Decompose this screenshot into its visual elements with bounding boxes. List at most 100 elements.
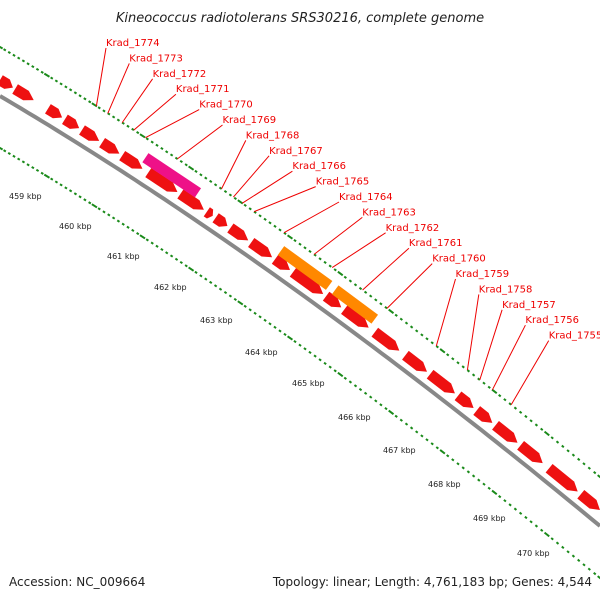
tick-mark [21, 59, 26, 63]
tick-mark [308, 350, 312, 354]
gene-leader-line [107, 63, 130, 114]
tick-mark [184, 264, 188, 268]
gene-leader-line [466, 294, 480, 371]
gene-label: Krad_1755 [549, 331, 600, 342]
gene-label: Krad_1757 [502, 300, 556, 311]
tick-mark [194, 169, 198, 173]
tick-mark [582, 563, 586, 567]
tick-mark [68, 189, 73, 193]
tick-mark [318, 358, 322, 362]
tick-mark [524, 515, 528, 520]
tick-mark [139, 133, 146, 139]
tick-mark [160, 247, 164, 252]
tick-mark [337, 371, 344, 378]
kbp-label: 468 kbp [428, 480, 461, 489]
tick-mark [435, 446, 439, 450]
tick-mark [7, 151, 11, 156]
tick-mark [111, 216, 116, 220]
tick-mark [237, 300, 244, 306]
tick-mark [343, 376, 347, 380]
gene-leader-line [121, 78, 154, 123]
tick-mark [31, 166, 35, 170]
tick-mark [50, 76, 54, 80]
tick-mark [278, 329, 282, 333]
tick-mark [165, 150, 169, 154]
tick-mark [328, 365, 332, 369]
gene-arrow [341, 305, 369, 328]
tick-mark [88, 201, 92, 205]
tick-mark [155, 143, 159, 147]
tick-mark [165, 251, 169, 255]
tick-mark [425, 337, 429, 341]
tick-mark [136, 232, 140, 236]
tick-mark [131, 127, 135, 131]
tick-mark [188, 266, 195, 272]
tick-mark [199, 274, 203, 278]
tick-mark [555, 440, 560, 444]
tick-mark [136, 131, 140, 135]
gene-arrow [119, 150, 143, 169]
tick-mark [524, 414, 528, 419]
tick-mark [451, 458, 455, 462]
tick-mark [503, 398, 507, 402]
gene-label: Krad_1761 [409, 238, 463, 249]
tick-mark [228, 193, 233, 197]
tick-mark [35, 67, 40, 71]
tick-mark [461, 365, 465, 369]
tick-mark [593, 471, 597, 475]
tick-mark [3, 149, 7, 153]
tick-mark [174, 257, 179, 261]
gene-label-group: Krad_1774 Krad_1773 Krad_1772 Krad_1771 Krad… [95, 38, 600, 406]
tick-mark [268, 322, 272, 326]
tick-mark [179, 159, 183, 164]
gene-arrow [45, 104, 63, 119]
tick-mark [248, 308, 252, 312]
gene-leader-line [510, 340, 550, 406]
kbp-label: 464 kbp [245, 348, 278, 357]
tick-mark [50, 177, 54, 181]
map-title: Kineococcus radiotolerans SRS30216, comp… [116, 11, 484, 26]
gene-arrow [289, 267, 324, 295]
tick-mark [126, 225, 130, 229]
tick-mark [353, 384, 358, 388]
tick-mark [597, 575, 600, 581]
gene-label: Krad_1760 [432, 254, 486, 265]
kbp-scale: 459 kbp 460 kbp 461 kbp 462 kbp 463 kbp 464 k… [9, 192, 550, 558]
tick-mark [508, 503, 512, 507]
tick-mark [337, 270, 344, 277]
tick-mark [477, 478, 481, 482]
tick-mark [409, 325, 414, 329]
tick-mark [318, 257, 322, 261]
gene-label: Krad_1768 [246, 130, 300, 141]
tick-mark [348, 380, 353, 384]
tick-mark [597, 474, 600, 480]
tick-mark [420, 434, 424, 438]
tick-mark [343, 275, 347, 279]
gene-arrow [248, 238, 273, 258]
gene-label: Krad_1765 [316, 177, 370, 188]
tick-mark [498, 495, 502, 499]
gene-leader-line [435, 278, 456, 347]
tick-mark [184, 163, 188, 167]
tick-mark [7, 50, 11, 55]
tick-mark [577, 558, 581, 562]
tick-mark [430, 442, 434, 446]
tick-mark [59, 183, 63, 187]
tick-mark [237, 199, 244, 205]
gene-leader-line [95, 47, 107, 107]
gene-label: Krad_1766 [292, 161, 346, 172]
tick-mark [571, 453, 576, 457]
tick-mark [491, 388, 498, 395]
tick-mark [12, 53, 16, 57]
tick-mark [456, 462, 460, 466]
tick-mark [102, 109, 106, 113]
gene-arrow [517, 441, 543, 464]
tick-mark [482, 381, 486, 385]
tick-mark [243, 304, 247, 308]
gene-arrow [577, 489, 600, 511]
kbp-label: 462 kbp [154, 283, 187, 292]
gene-label: Krad_1756 [525, 315, 579, 326]
tick-mark [155, 244, 159, 248]
tick-mark [446, 454, 450, 458]
tick-mark [577, 457, 581, 461]
